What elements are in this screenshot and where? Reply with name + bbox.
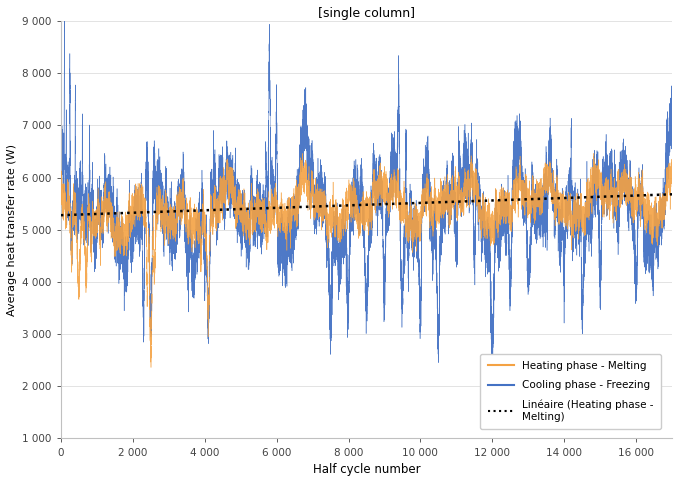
X-axis label: Half cycle number: Half cycle number	[312, 463, 420, 476]
Title: [single column]: [single column]	[318, 7, 415, 20]
Y-axis label: Average heat transfer rate (W): Average heat transfer rate (W)	[7, 144, 17, 316]
Legend: Heating phase - Melting, Cooling phase - Freezing, Linéaire (Heating phase -
Mel: Heating phase - Melting, Cooling phase -…	[480, 354, 661, 429]
